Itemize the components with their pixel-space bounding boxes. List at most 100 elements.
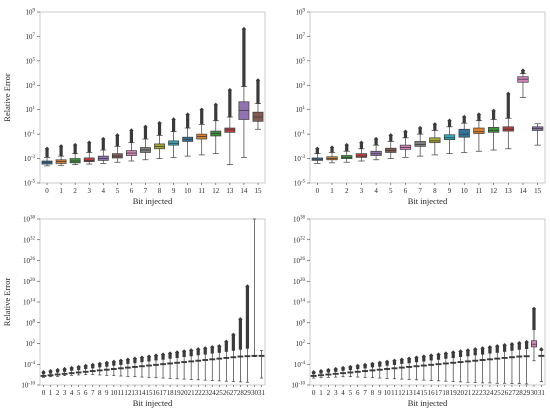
box-11 [473,112,485,152]
outlier-marker [315,146,320,151]
outlier-marker [517,340,522,346]
box-body [429,137,441,144]
x-tick-label: 9 [105,389,109,397]
outlier-column [477,114,481,121]
outlier-column [245,286,250,349]
box-24 [209,345,216,381]
outlier-marker [181,349,187,354]
x-tick-label: 22 [472,389,480,397]
x-tick-label: 9 [378,389,382,397]
box-20 [457,349,464,383]
x-tick-label: 21 [464,389,472,397]
box-11 [391,358,398,380]
outlier-marker [509,341,515,347]
x-tick-label: 8 [98,389,102,397]
box-6 [354,363,361,378]
outlier-marker [245,284,250,289]
outlier-marker [447,118,452,123]
outlier-column [186,114,190,129]
outlier-marker [118,358,124,363]
box-23 [479,346,486,384]
x-tick-label: 24 [486,389,494,397]
box-22 [472,347,479,383]
outlier-column [495,346,499,353]
outlier-marker [90,362,95,368]
outlier-marker [62,366,67,372]
x-tick-label: 9 [172,187,176,195]
outlier-marker [238,317,243,322]
outlier-marker [524,339,529,345]
x-axis-label: Bit injected [133,196,173,206]
x-tick-label: 11 [117,389,124,397]
box-4 [340,365,347,378]
y-tick-label: 108 [296,319,306,327]
x-tick-label: 18 [167,389,175,397]
outlier-column [168,353,172,359]
y-tick-label: 101 [296,106,306,114]
outlier-column [359,142,364,149]
outlier-marker [414,355,419,360]
x-tick-label: 0 [312,389,316,397]
x-tick-label: 23 [202,389,210,397]
box-21 [188,348,195,380]
box-3 [355,140,368,162]
x-tick-label: 0 [316,187,320,195]
x-tick-label: 17 [160,389,168,397]
box-8 [369,361,376,379]
x-tick-label: 3 [360,187,364,195]
outlier-marker [87,140,92,145]
outlier-marker [143,124,148,130]
outlier-marker [185,112,190,117]
box-body [414,141,426,147]
outlier-column [389,135,393,142]
outlier-column [374,139,378,146]
box-23 [202,346,209,381]
x-tick-label: 4 [70,389,74,397]
outlier-column [189,350,193,356]
outlier-column [231,334,235,351]
x-tick-label: 25 [494,389,502,397]
outlier-column [315,148,319,154]
outlier-marker [196,347,201,352]
x-tick-label: 10 [184,187,192,195]
box-30 [251,218,258,357]
box-9 [376,360,383,379]
box-18 [442,351,449,382]
box-1 [47,368,54,378]
outlier-marker [125,357,131,362]
outlier-marker [97,361,102,367]
box-14 [238,26,250,158]
y-tick-label: 10-5 [294,180,306,188]
x-tick-label: 12 [212,187,220,195]
x-tick-label: 2 [345,187,349,195]
outlier-marker [199,107,204,112]
box-24 [486,345,493,384]
x-tick-label: 12 [398,389,406,397]
outlier-marker [355,363,360,369]
y-tick-label: 107 [26,33,36,41]
outlier-marker [104,360,109,366]
box-6 [82,363,89,375]
outlier-marker [224,339,229,344]
x-tick-label: 7 [91,389,95,397]
outlier-column [214,104,218,121]
x-tick-label: 5 [349,389,353,397]
y-tick-label: 10-3 [294,155,306,163]
outlier-marker [241,26,247,32]
outlier-column [45,148,49,158]
outlier-marker [428,353,434,358]
y-tick-label: 10-4 [294,361,306,369]
outlier-marker [115,133,120,138]
y-tick-label: 107 [296,33,306,41]
outlier-column [256,80,260,104]
outlier-marker [157,120,162,126]
outlier-column [458,351,463,357]
x-tick-label: 5 [77,389,81,397]
y-tick-label: 1026 [23,257,36,265]
y-tick-label: 10-3 [24,155,36,163]
outlier-marker [476,112,482,117]
outlier-column [59,146,63,157]
